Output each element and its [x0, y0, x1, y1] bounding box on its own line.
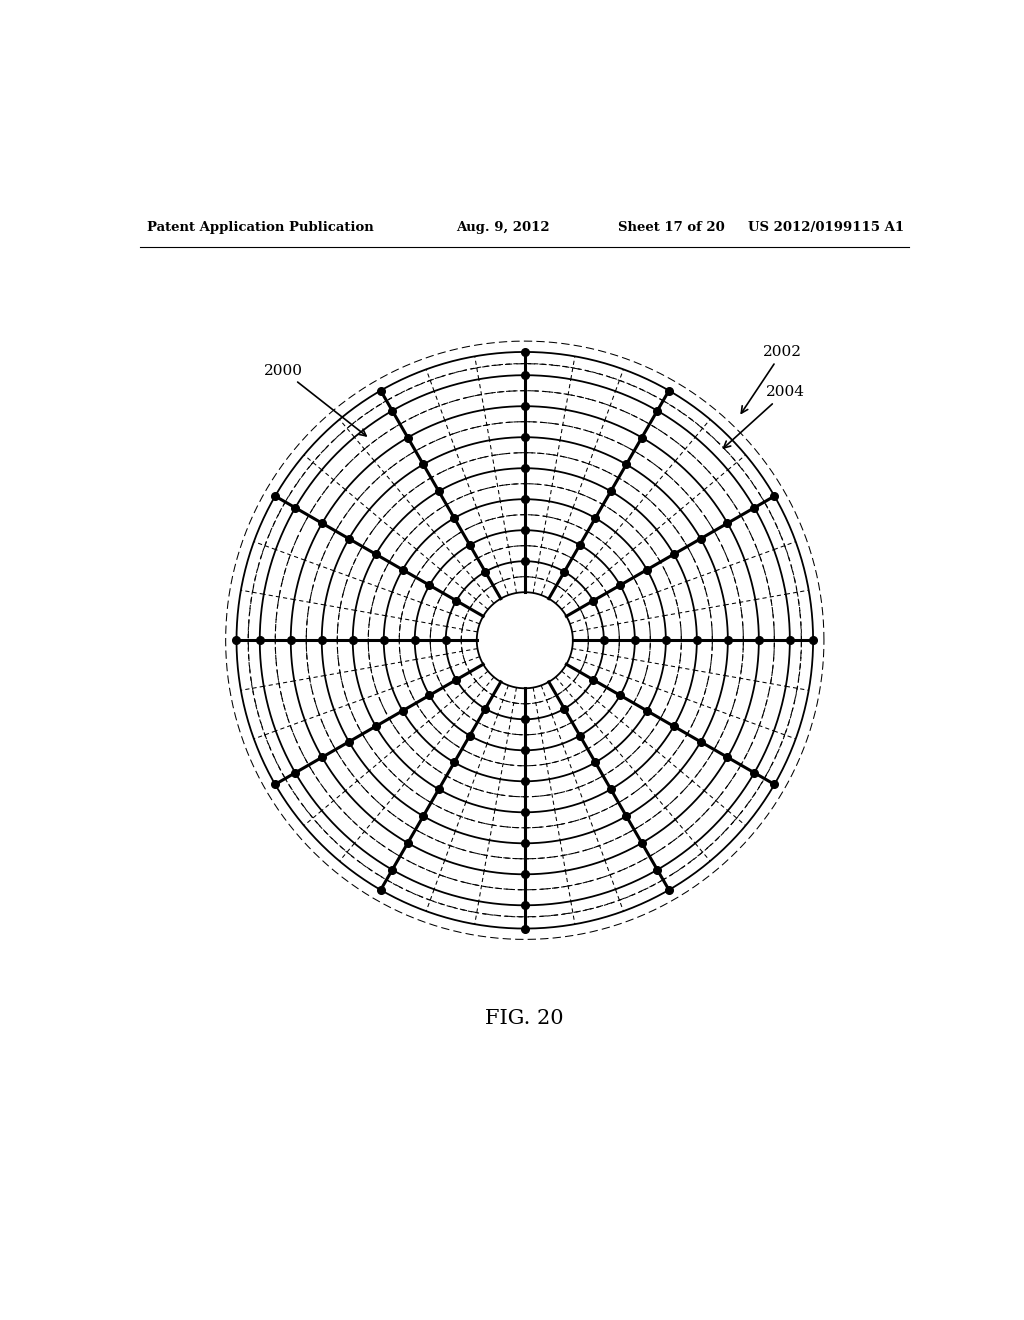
- Text: 2000: 2000: [263, 363, 367, 436]
- Text: 2002: 2002: [741, 345, 802, 413]
- Text: Patent Application Publication: Patent Application Publication: [146, 222, 374, 235]
- Text: FIG. 20: FIG. 20: [485, 1008, 564, 1028]
- Text: Aug. 9, 2012: Aug. 9, 2012: [457, 222, 550, 235]
- Text: 2004: 2004: [724, 385, 805, 447]
- Text: Sheet 17 of 20: Sheet 17 of 20: [617, 222, 725, 235]
- Text: US 2012/0199115 A1: US 2012/0199115 A1: [748, 222, 904, 235]
